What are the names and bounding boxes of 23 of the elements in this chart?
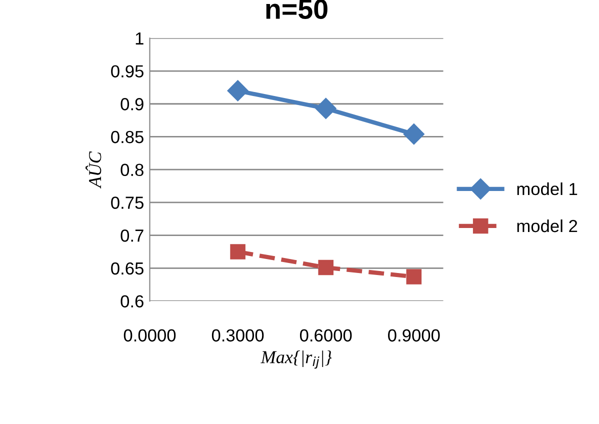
y-tick-label: 0.85 bbox=[111, 130, 144, 144]
point bbox=[315, 98, 336, 119]
x-tick-label: 0.3000 bbox=[212, 329, 264, 342]
y-tick-label: 0.65 bbox=[111, 262, 144, 275]
x-axis-title: Max{|r$_{ij}$|} bbox=[260, 350, 332, 369]
y-tick-label: 0.7 bbox=[120, 229, 144, 242]
y-tick-label: 0.95 bbox=[111, 65, 144, 78]
x-tick-label: 0.6000 bbox=[300, 329, 352, 342]
y-axis-title: AÛC bbox=[86, 151, 102, 189]
y-tick-label: 1 bbox=[136, 32, 144, 44]
x-tick-label: 0.9000 bbox=[388, 329, 440, 342]
y-tick-label: 0.8 bbox=[120, 164, 144, 176]
y-tick-label: 0.75 bbox=[111, 196, 144, 209]
y-tick-label: 0.6 bbox=[120, 295, 144, 308]
point bbox=[230, 244, 246, 260]
point bbox=[227, 80, 248, 102]
y-tick-label: 0.9 bbox=[120, 98, 144, 110]
legend-label: model 1 bbox=[517, 182, 578, 196]
x-tick-label: 0.0000 bbox=[124, 329, 176, 342]
point bbox=[403, 124, 424, 145]
legend-label: model 2 bbox=[517, 219, 578, 232]
point bbox=[406, 269, 422, 284]
point bbox=[318, 260, 334, 276]
